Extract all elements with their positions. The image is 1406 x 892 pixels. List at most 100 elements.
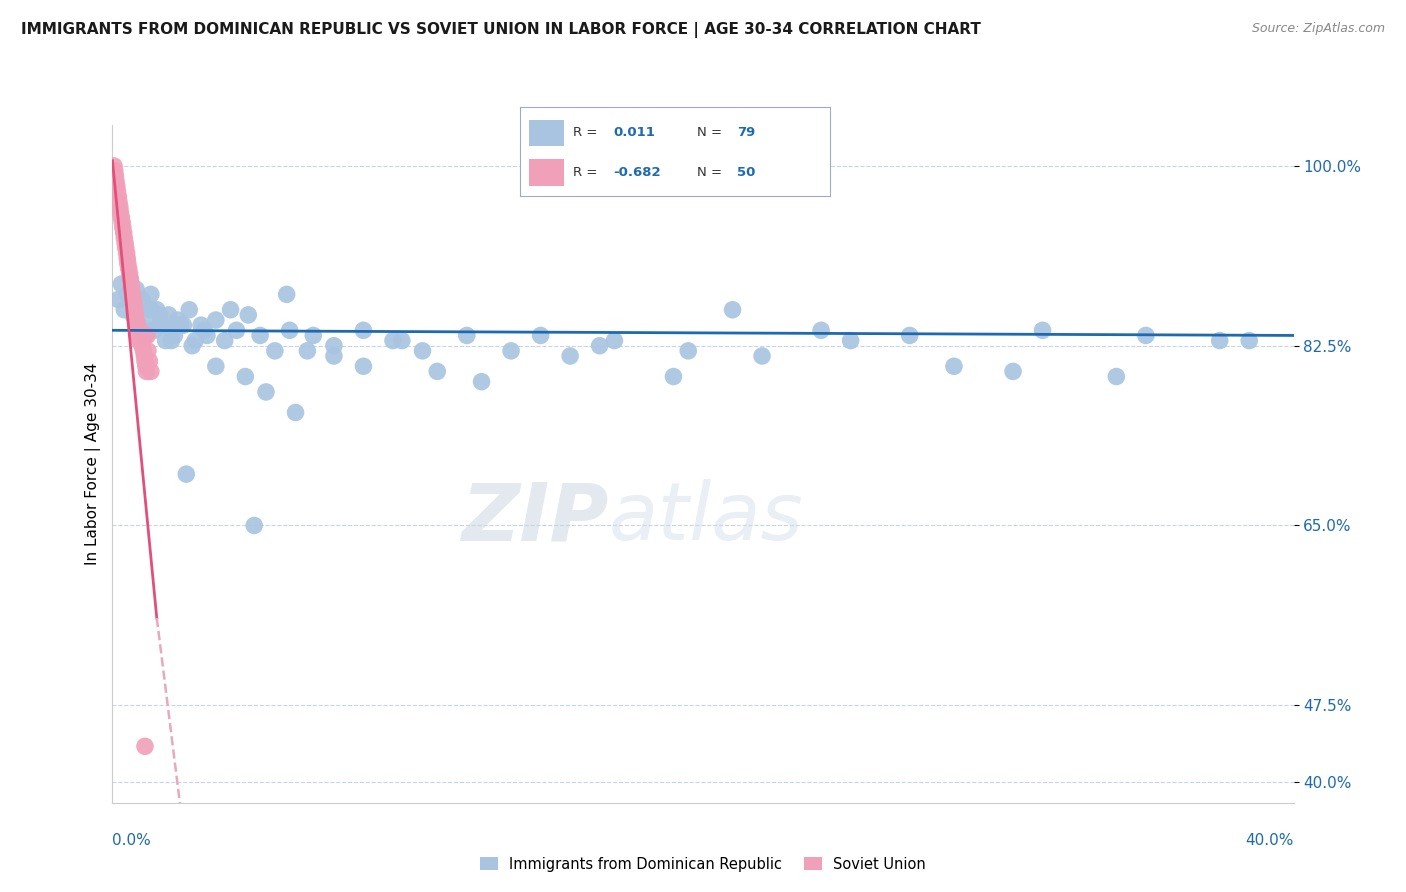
Point xyxy=(662,369,685,384)
Text: 50: 50 xyxy=(737,166,755,178)
Point xyxy=(108,194,131,209)
Point xyxy=(501,343,523,358)
Point xyxy=(134,349,156,363)
Text: N =: N = xyxy=(696,166,721,178)
Point xyxy=(112,302,135,317)
Point xyxy=(184,334,207,348)
Point xyxy=(124,308,146,322)
Point xyxy=(132,343,155,358)
Point xyxy=(115,246,138,260)
Text: Source: ZipAtlas.com: Source: ZipAtlas.com xyxy=(1251,22,1385,36)
Point xyxy=(112,231,135,245)
Point xyxy=(426,364,449,378)
Point xyxy=(391,334,413,348)
Point xyxy=(134,328,156,343)
Point xyxy=(142,323,165,337)
Text: ZIP: ZIP xyxy=(461,479,609,558)
Point xyxy=(169,318,191,333)
Text: 40.0%: 40.0% xyxy=(1246,833,1294,847)
Point xyxy=(352,323,374,337)
Point xyxy=(118,261,141,276)
Point xyxy=(249,328,271,343)
Point xyxy=(810,323,832,337)
Point xyxy=(108,200,131,214)
Point xyxy=(121,282,143,296)
Point xyxy=(751,349,773,363)
Text: 0.0%: 0.0% xyxy=(112,833,152,847)
Point xyxy=(1001,364,1024,378)
Point xyxy=(127,328,149,343)
Point xyxy=(118,267,141,281)
Point xyxy=(129,328,152,343)
Point xyxy=(302,328,325,343)
Point xyxy=(111,220,134,235)
Point xyxy=(120,277,142,291)
Point xyxy=(122,308,145,322)
Legend: Immigrants from Dominican Republic, Soviet Union: Immigrants from Dominican Republic, Sovi… xyxy=(474,851,932,878)
Point xyxy=(276,287,298,301)
Point xyxy=(529,328,551,343)
Point xyxy=(136,313,159,327)
Point xyxy=(193,323,215,337)
Point xyxy=(678,343,700,358)
Point xyxy=(128,334,150,348)
Point xyxy=(110,277,132,291)
Point xyxy=(139,364,162,378)
Point xyxy=(225,323,247,337)
Text: 79: 79 xyxy=(737,127,755,139)
Point xyxy=(839,334,862,348)
Point xyxy=(125,313,148,327)
Point xyxy=(105,179,128,194)
Point xyxy=(131,334,153,348)
Point xyxy=(122,293,145,307)
Point xyxy=(132,334,155,348)
Point xyxy=(898,328,921,343)
Point xyxy=(122,298,145,312)
Point xyxy=(117,256,139,270)
Point xyxy=(382,334,405,348)
Point xyxy=(120,272,142,286)
Bar xyxy=(530,159,564,186)
Point xyxy=(233,369,256,384)
Point xyxy=(104,164,127,178)
Point xyxy=(278,323,301,337)
Point xyxy=(160,323,183,337)
Point xyxy=(131,293,153,307)
Point xyxy=(721,302,744,317)
Point xyxy=(470,375,494,389)
Point xyxy=(603,334,626,348)
Text: IMMIGRANTS FROM DOMINICAN REPUBLIC VS SOVIET UNION IN LABOR FORCE | AGE 30-34 CO: IMMIGRANTS FROM DOMINICAN REPUBLIC VS SO… xyxy=(21,22,981,38)
Point xyxy=(136,328,159,343)
Point xyxy=(219,302,242,317)
Point xyxy=(172,318,194,333)
Point xyxy=(195,328,218,343)
Point xyxy=(179,302,201,317)
Point xyxy=(125,282,148,296)
Point xyxy=(149,318,172,333)
Point xyxy=(456,328,478,343)
Point xyxy=(134,354,156,368)
Point xyxy=(205,359,228,374)
Text: N =: N = xyxy=(696,127,721,139)
Point xyxy=(323,349,346,363)
Point xyxy=(139,287,162,301)
Text: 0.011: 0.011 xyxy=(613,127,655,139)
Point xyxy=(111,215,134,229)
Point xyxy=(243,518,266,533)
Point xyxy=(107,185,129,199)
Point xyxy=(136,343,159,358)
Point xyxy=(1032,323,1054,337)
Point xyxy=(131,339,153,353)
Point xyxy=(107,190,129,204)
Point xyxy=(110,205,132,219)
Point xyxy=(146,302,169,317)
Point xyxy=(149,308,172,322)
Text: atlas: atlas xyxy=(609,479,803,558)
Point xyxy=(163,328,186,343)
Point xyxy=(138,354,160,368)
Point xyxy=(104,169,127,184)
Point xyxy=(284,405,307,419)
Point xyxy=(297,343,319,358)
Point xyxy=(214,334,236,348)
Point xyxy=(1239,334,1261,348)
